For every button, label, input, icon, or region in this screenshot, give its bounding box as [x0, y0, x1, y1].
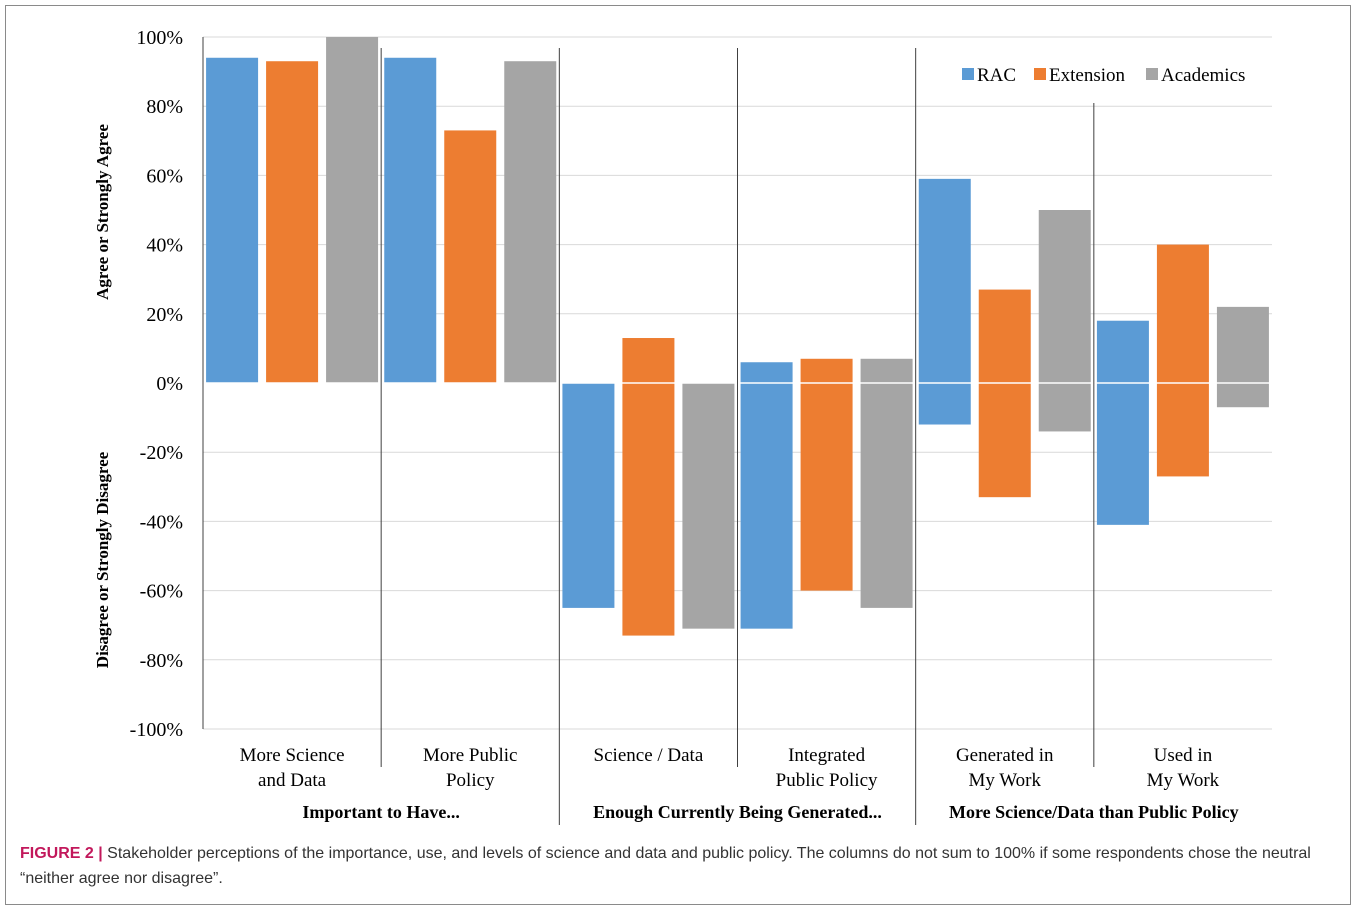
bar-extension-disagree [978, 383, 1031, 498]
bar-academics-agree [860, 358, 913, 383]
x-category-label: More Science [240, 745, 345, 766]
bar-rac-agree [1096, 320, 1149, 383]
x-category-label: Integrated [788, 745, 866, 766]
bar-extension-disagree [800, 383, 853, 591]
legend-swatch [1034, 68, 1046, 80]
bar-rac-disagree [562, 383, 615, 608]
y-tick-label: 80% [146, 96, 183, 118]
bar-rac-agree [384, 57, 437, 383]
bar-rac-agree [206, 57, 259, 383]
bar-extension-agree [978, 289, 1031, 383]
y-tick-label: 40% [146, 235, 183, 257]
bar-academics-agree [326, 37, 379, 383]
bar-rac-disagree [740, 383, 793, 629]
x-category-label: Policy [446, 770, 495, 791]
x-category-label: Generated in [956, 745, 1054, 766]
group-label: Enough Currently Being Generated... [593, 802, 882, 822]
y-tick-label: -100% [130, 719, 183, 741]
y-axis-label-disagree: Disagree or Strongly Disagree [93, 451, 112, 668]
x-category-labels: More Science and Data More Public Policy Sci… [240, 745, 1220, 791]
category-separators [380, 48, 1095, 825]
bar-rac-agree [918, 178, 971, 383]
bar-academics-agree [504, 61, 557, 383]
y-tick-label: -60% [140, 581, 183, 603]
bar-extension-disagree [1156, 383, 1209, 477]
y-tick-label: 20% [146, 304, 183, 326]
y-tick-label: -20% [140, 442, 183, 464]
y-tick-label: 0% [156, 373, 183, 395]
figure-caption: FIGURE 2 | Stakeholder perceptions of th… [20, 841, 1338, 891]
bar-extension-agree [800, 358, 853, 383]
legend-swatch [962, 68, 974, 80]
bar-academics-disagree [1038, 383, 1091, 432]
y-tick-label: 60% [146, 165, 183, 187]
x-category-label: My Work [968, 770, 1041, 791]
figure-frame [5, 5, 1351, 905]
bar-extension-disagree [622, 383, 675, 636]
group-label: Important to Have... [302, 802, 459, 822]
group-labels: Important to Have... Enough Currently Bei… [302, 802, 1238, 822]
bar-extension-agree [444, 130, 497, 383]
bar-academics-agree [1216, 306, 1269, 383]
group-label: More Science/Data than Public Policy [949, 802, 1239, 822]
bar-academics-disagree [682, 383, 735, 629]
caption-text: Stakeholder perceptions of the importanc… [20, 845, 1311, 887]
x-category-label: My Work [1147, 770, 1220, 791]
legend-swatch [1146, 68, 1158, 80]
bar-rac-disagree [918, 383, 971, 425]
legend-label: Academics [1161, 65, 1245, 86]
legend-label: RAC [977, 65, 1016, 86]
legend: RAC Extension Academics [962, 65, 1245, 86]
bar-extension-agree [266, 61, 319, 383]
bar-academics-disagree [860, 383, 913, 608]
y-tick-label: -40% [140, 511, 183, 533]
bar-academics-disagree [1216, 383, 1269, 408]
y-tick-label: -80% [140, 650, 183, 672]
bars [203, 37, 1272, 636]
x-category-label: Science / Data [594, 745, 704, 766]
x-category-label: Public Policy [776, 770, 878, 791]
legend-label: Extension [1049, 65, 1125, 86]
bar-academics-agree [1038, 210, 1091, 383]
bar-rac-agree [740, 362, 793, 383]
caption-label: FIGURE 2 | [20, 845, 103, 862]
bar-rac-disagree [1096, 383, 1149, 525]
y-tick-labels: 100% 80% 60% 40% 20% 0% -20% -40% -60% -80% -100% [130, 27, 183, 741]
x-category-label: More Public [423, 745, 517, 766]
y-tick-label: 100% [136, 27, 183, 49]
bar-extension-agree [622, 338, 675, 383]
y-axis-label-agree: Agree or Strongly Agree [93, 124, 112, 300]
bar-chart: 100%80%60%40%20%0%-20%-40%-60%-80%-100% … [93, 27, 1272, 825]
x-category-label: and Data [258, 770, 327, 791]
x-category-label: Used in [1154, 745, 1213, 766]
bar-extension-agree [1156, 244, 1209, 383]
